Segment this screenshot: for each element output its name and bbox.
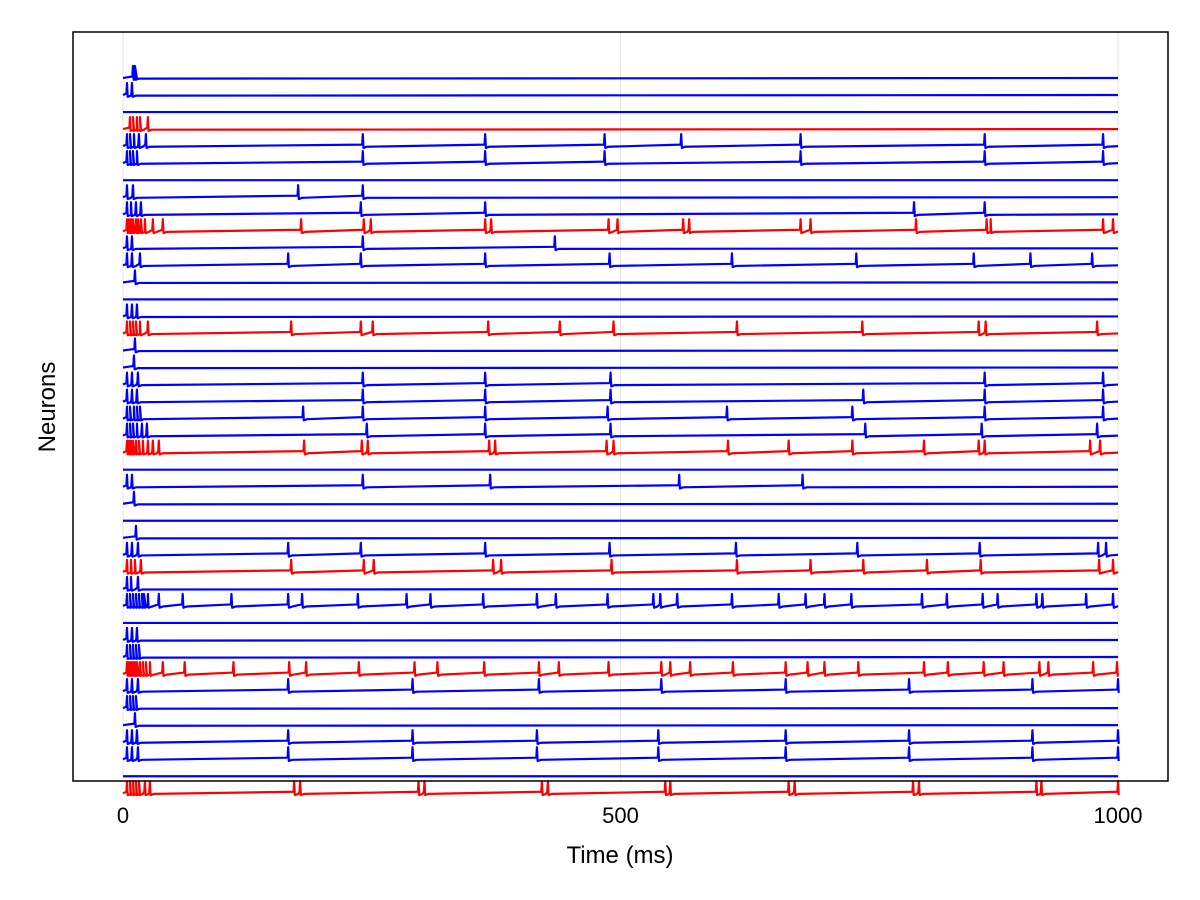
neuron-trace-38 xyxy=(122,695,1119,712)
neuron-trace-32 xyxy=(122,592,1119,609)
neuron-trace-13 xyxy=(122,269,1119,286)
neuron-trace-31 xyxy=(122,575,1119,592)
neuron-trace-26 xyxy=(122,490,1119,507)
neuron-trace-22 xyxy=(122,422,1119,439)
neuron-traces xyxy=(122,64,1120,797)
neuron-trace-36 xyxy=(122,660,1120,677)
neuron-trace-8 xyxy=(122,184,1119,201)
neuron-trace-30 xyxy=(122,558,1119,575)
neuron-trace-15 xyxy=(122,303,1119,320)
x-tick-label: 0 xyxy=(117,803,129,828)
neuron-trace-5 xyxy=(122,133,1119,150)
neuron-trace-41 xyxy=(122,746,1120,763)
x-axis-title: Time (ms) xyxy=(566,842,673,869)
neuron-trace-6 xyxy=(122,150,1119,167)
neuron-trace-21 xyxy=(122,405,1119,422)
neuron-trace-19 xyxy=(122,371,1119,388)
neuron-trace-18 xyxy=(122,354,1119,371)
neuron-trace-4 xyxy=(122,115,1119,132)
neuron-trace-35 xyxy=(122,643,1119,660)
neuron-trace-16 xyxy=(122,320,1119,337)
y-axis-title: Neurons xyxy=(34,362,61,453)
x-tick-label: 1000 xyxy=(1094,803,1143,828)
neuron-trace-20 xyxy=(122,388,1119,405)
neuron-trace-23 xyxy=(122,439,1119,456)
neuron-trace-9 xyxy=(122,201,1119,218)
neuron-trace-29 xyxy=(122,541,1119,558)
neuron-trace-2 xyxy=(122,81,1119,98)
neuron-trace-17 xyxy=(122,337,1119,354)
plot-frame xyxy=(72,31,1169,782)
neuron-trace-39 xyxy=(122,712,1119,729)
neuron-trace-40 xyxy=(122,729,1120,746)
x-tick-label: 500 xyxy=(602,803,639,828)
neuron-trace-43 xyxy=(122,780,1120,797)
neuron-trace-25 xyxy=(122,473,1119,490)
neuron-trace-10 xyxy=(122,218,1119,235)
neuron-trace-11 xyxy=(122,235,1119,252)
neuron-trace-37 xyxy=(122,677,1120,694)
x-axis-ticks: 0 500 1000 xyxy=(117,803,1143,828)
neuron-trace-12 xyxy=(122,252,1119,269)
neuron-trace-28 xyxy=(122,524,1119,541)
neuron-trace-1 xyxy=(122,64,1119,81)
neuron-trace-34 xyxy=(122,626,1119,643)
